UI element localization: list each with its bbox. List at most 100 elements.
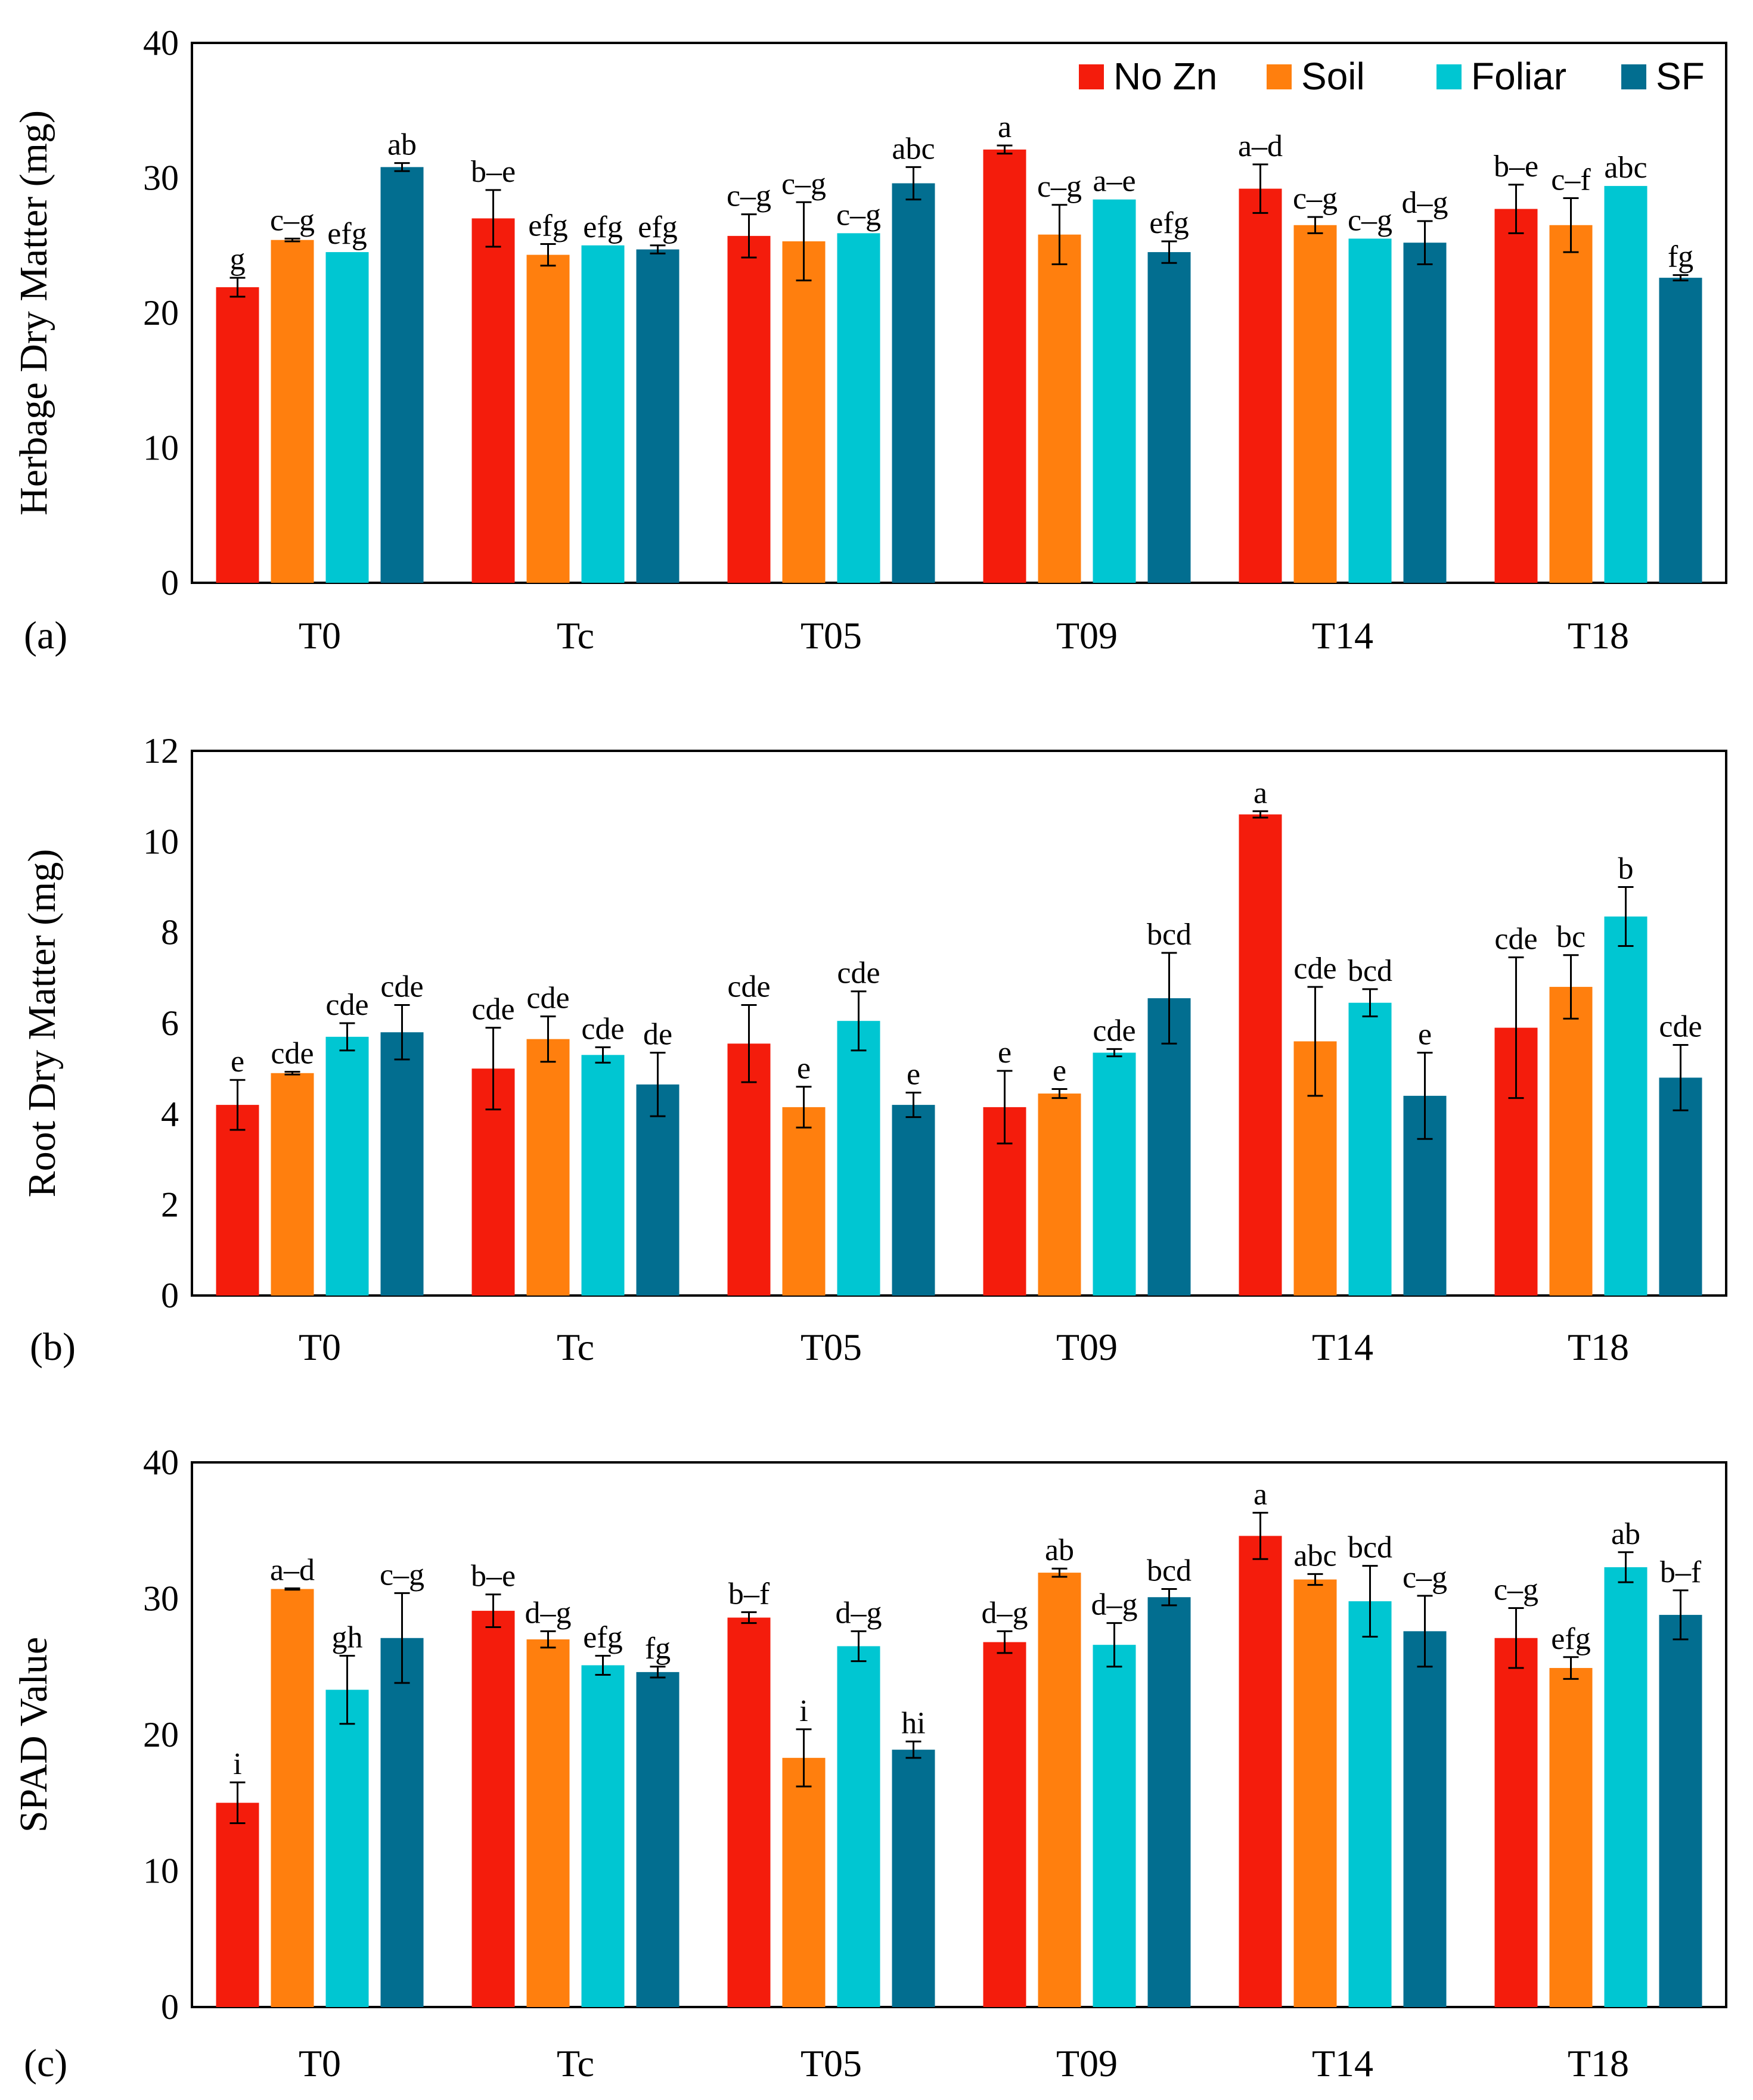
y-axis-label: Root Dry Matter (mg): [20, 849, 64, 1198]
bar-soil: [782, 1107, 826, 1296]
significance-letter: c–g: [1403, 1561, 1447, 1595]
plot-frame: [191, 42, 1727, 584]
significance-letter: a–e: [1093, 164, 1135, 198]
x-category-label: T05: [801, 2042, 862, 2085]
x-category-label: T0: [299, 1326, 341, 1368]
x-category-label: T14: [1312, 614, 1373, 657]
significance-letter: d–g: [836, 1596, 882, 1630]
significance-letter: efg: [1149, 206, 1189, 240]
bar-soil: [1038, 1573, 1081, 2007]
significance-letter: ab: [387, 128, 417, 162]
x-category-label: T14: [1312, 1326, 1373, 1368]
significance-letter: b: [1618, 852, 1634, 886]
significance-letter: bcd: [1147, 1554, 1192, 1588]
bar-sf: [1659, 278, 1702, 583]
bar-no-zn: [471, 1611, 515, 2007]
bar-sf: [892, 1105, 935, 1296]
significance-letter: a: [1254, 776, 1267, 810]
significance-letter: ab: [1611, 1517, 1640, 1551]
bar-sf: [1659, 1614, 1702, 2007]
significance-letter: b–e: [1494, 150, 1538, 184]
y-tick-label: 4: [161, 1094, 179, 1133]
x-category-label: T09: [1056, 1326, 1118, 1368]
significance-letter: d–g: [1402, 186, 1448, 220]
bar-foliar: [1093, 199, 1136, 583]
y-tick-label: 10: [143, 822, 179, 861]
bar-sf: [1147, 1597, 1191, 2007]
bar-no-zn: [983, 1642, 1026, 2007]
x-category-label: T14: [1312, 2042, 1373, 2085]
significance-letter: abc: [892, 132, 935, 166]
significance-letter: cde: [471, 993, 514, 1027]
bar-soil: [526, 254, 570, 583]
significance-letter: e: [1053, 1054, 1066, 1088]
significance-letter: e: [907, 1058, 920, 1092]
bar-foliar: [837, 1021, 880, 1296]
significance-letter: cde: [1093, 1014, 1135, 1048]
bar-sf: [1659, 1077, 1702, 1296]
bar-foliar: [581, 1665, 625, 2007]
significance-letter: e: [231, 1045, 244, 1079]
bar-soil: [1038, 234, 1081, 583]
significance-letter: cde: [727, 970, 770, 1004]
y-axis-label: SPAD Value: [12, 1637, 55, 1832]
significance-letter: c–g: [1494, 1573, 1538, 1607]
y-tick-label: 20: [143, 1715, 179, 1754]
significance-letter: g: [230, 243, 246, 277]
x-category-label: T05: [801, 614, 862, 657]
significance-letter: cde: [1293, 952, 1336, 986]
plot-frame: [191, 1461, 1727, 2008]
bar-no-zn: [1494, 209, 1538, 583]
significance-letter: bcd: [1348, 954, 1392, 988]
bar-foliar: [1093, 1645, 1136, 2007]
significance-letter: c–g: [1293, 182, 1338, 216]
spad-value-chart: 0 10 20 30 40 SPAD Value (c) i a–d gh c–g T0 b–e d–g e…: [12, 1443, 1727, 2085]
panel-label: (b): [30, 1325, 76, 1369]
y-tick-label: 10: [143, 428, 179, 468]
y-tick-label: 0: [161, 1987, 179, 2027]
y-tick-label: 40: [143, 23, 179, 63]
significance-letter: cde: [271, 1036, 314, 1070]
plot-frame: [191, 750, 1727, 1297]
bar-foliar: [1348, 238, 1392, 583]
x-category-label: Tc: [557, 1326, 594, 1368]
bar-foliar: [581, 245, 625, 583]
bar-soil: [271, 1073, 314, 1296]
significance-letter: i: [233, 1747, 241, 1781]
significance-letter: c–g: [1348, 203, 1392, 237]
bar-no-zn: [1494, 1638, 1538, 2007]
bar-no-zn: [1239, 1536, 1282, 2007]
x-category-label: Tc: [557, 614, 594, 657]
bar-foliar: [837, 1646, 880, 2007]
significance-letter: efg: [583, 210, 622, 244]
significance-letter: ab: [1045, 1533, 1074, 1567]
significance-letter: b–f: [728, 1577, 770, 1611]
bar-foliar: [1093, 1052, 1136, 1296]
significance-letter: cde: [837, 956, 880, 990]
significance-letter: a–d: [1238, 129, 1283, 163]
legend-swatch-no-zn: [1079, 64, 1104, 89]
bar-soil: [271, 240, 314, 583]
significance-letter: a: [998, 110, 1012, 144]
y-tick-label: 0: [161, 563, 179, 602]
bar-soil: [1293, 1579, 1337, 2007]
significance-letter: efg: [528, 209, 567, 243]
bar-no-zn: [216, 1803, 259, 2007]
x-category-label: T05: [801, 1326, 862, 1368]
bar-foliar: [581, 1055, 625, 1296]
bar-soil: [1293, 225, 1337, 583]
significance-letter: d–g: [1091, 1588, 1138, 1622]
y-tick-label: 12: [143, 731, 179, 771]
significance-letter: c–g: [380, 1558, 424, 1592]
significance-letter: b–f: [1660, 1555, 1702, 1589]
bar-no-zn: [216, 287, 259, 583]
bar-sf: [892, 1750, 935, 2007]
y-tick-label: 30: [143, 159, 179, 198]
significance-letter: gh: [332, 1620, 363, 1654]
bar-sf: [892, 183, 935, 583]
bar-foliar: [1604, 917, 1647, 1296]
bar-no-zn: [727, 235, 771, 583]
x-category-label: T09: [1056, 614, 1118, 657]
significance-letter: c–g: [727, 179, 771, 213]
